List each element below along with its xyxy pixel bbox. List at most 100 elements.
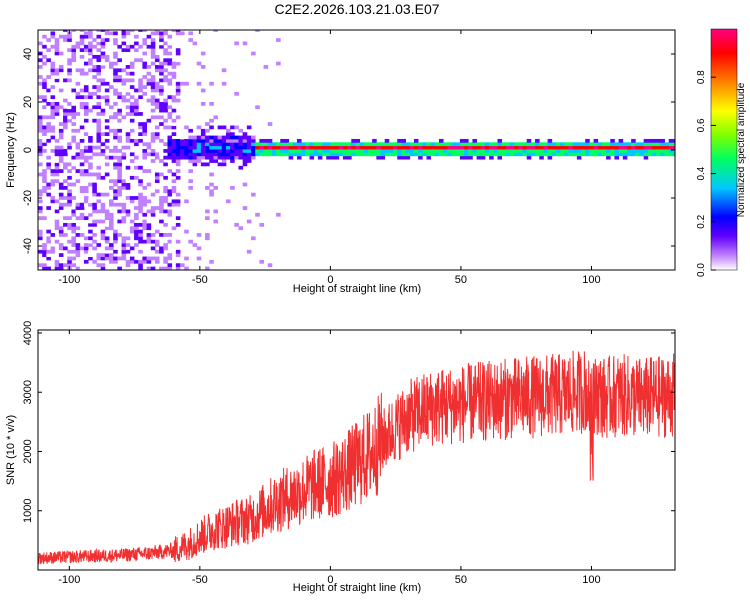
spectrogram-cell <box>526 149 532 153</box>
spectrogram-cell <box>317 152 323 157</box>
spectrogram-cell <box>618 138 624 143</box>
spectrogram-cell <box>96 71 102 76</box>
spectrogram-cell <box>225 138 231 143</box>
spectrogram-cell <box>355 152 361 157</box>
spectrogram-cell <box>614 145 620 150</box>
spectrogram-cell <box>188 239 193 244</box>
spectrogram-cell <box>121 41 127 46</box>
spectrogram-cell <box>159 122 164 126</box>
spectrogram-cell <box>100 256 106 261</box>
spectrogram-cell <box>96 88 102 93</box>
spectrogram-cell <box>351 145 356 150</box>
spectrogram-cell <box>501 152 507 157</box>
spectrogram-cell <box>67 142 72 147</box>
spectrogram-cell <box>79 186 85 190</box>
spectrogram-cell <box>129 138 135 143</box>
spectrogram-cell <box>88 132 93 136</box>
spectrogram-cell <box>63 34 68 39</box>
spectrogram-cell <box>606 152 611 157</box>
spectrogram-cell <box>242 132 248 136</box>
spectrogram-cell <box>188 155 193 160</box>
snr-y-tick-label: 3000 <box>22 380 34 404</box>
spectrogram-cell <box>58 128 64 133</box>
spectrogram-cell <box>175 159 181 163</box>
spectrogram-cell <box>660 149 665 153</box>
spectrogram-cell <box>355 138 361 143</box>
spectrogram-cell <box>92 209 97 214</box>
spectrogram-cell <box>113 135 118 140</box>
spectrogram-cell <box>142 219 148 224</box>
spectrogram-cell <box>631 145 636 150</box>
spectrogram-cell <box>88 199 93 204</box>
spectrogram-cell <box>100 91 106 96</box>
spectrogram-cell <box>138 209 143 214</box>
spectrogram-cell <box>146 182 152 187</box>
spectrogram-cell <box>163 246 168 251</box>
spectrogram-cell <box>50 31 56 36</box>
spectrogram-cell <box>213 30 219 32</box>
spectrogram-cell <box>96 132 102 136</box>
spectrogram-cell <box>113 155 118 160</box>
spectrogram-cell <box>418 142 423 147</box>
spectrogram-cell <box>397 152 402 157</box>
spectrogram-cell <box>104 30 110 32</box>
spectrogram-cell <box>63 108 68 113</box>
spectrogram-cell <box>234 155 239 160</box>
spectrogram-cell <box>601 152 607 157</box>
spectrogram-cell <box>88 162 93 167</box>
spectrogram-cell <box>58 88 64 93</box>
spectrogram-cell <box>171 98 177 103</box>
spectrogram-cell <box>526 145 532 150</box>
spectrogram-cell <box>83 155 89 160</box>
spectrogram-cell <box>188 128 193 133</box>
spectrogram-cell <box>430 149 436 153</box>
spectrogram-cell <box>225 152 231 157</box>
spectrogram-cell <box>63 216 68 220</box>
spectrogram-cell <box>209 102 214 106</box>
spectrogram-cell <box>71 128 76 133</box>
spectrogram-cell <box>309 152 315 157</box>
spectrogram-cell <box>163 266 168 270</box>
spectrogram-cell <box>246 125 252 130</box>
spectrogram-cell <box>142 155 148 160</box>
spectrogram-cell <box>163 189 168 194</box>
spectrogram-cell <box>134 226 139 231</box>
spectrogram-cell <box>75 249 81 254</box>
spectrogram-cell <box>109 202 114 207</box>
spectrogram-cell <box>305 145 310 150</box>
spectrogram-cell <box>121 81 127 86</box>
spectrogram-cell <box>138 236 143 241</box>
spectrogram-cell <box>171 145 177 150</box>
spectrogram-cell <box>42 44 47 49</box>
spectrogram-cell <box>121 186 127 190</box>
spectrogram-cell <box>614 155 620 160</box>
spectrogram-cell <box>159 88 164 93</box>
spectrogram-cell <box>50 102 56 106</box>
spectrogram-cell <box>276 149 281 153</box>
spectrogram-cell <box>626 152 632 157</box>
spectrogram-cell <box>497 142 503 147</box>
spectrogram-cell <box>71 115 76 120</box>
spectrogram-cell <box>150 233 156 237</box>
spectrogram-cell <box>83 202 89 207</box>
spectrogram-cell <box>359 149 365 153</box>
spectrogram-cell <box>92 65 97 69</box>
spectrogram-cell <box>610 142 615 147</box>
spectrogram-cell <box>167 266 173 270</box>
spectrogram-cell <box>83 222 89 227</box>
spectrogram-cell <box>92 202 97 207</box>
spectrogram-cell <box>175 145 181 150</box>
spectrogram-x-tick-label: -50 <box>192 274 208 286</box>
spectrogram-cell <box>200 226 206 231</box>
spectrogram-cell <box>631 152 636 157</box>
spectrogram-cell <box>138 30 143 32</box>
spectrogram-cell <box>58 169 64 173</box>
spectrogram-cell <box>238 149 244 153</box>
spectrogram-cell <box>167 51 173 56</box>
spectrogram-cell <box>434 142 440 147</box>
spectrogram-cell <box>251 135 256 140</box>
spectrogram-cell <box>393 142 398 147</box>
spectrogram-cell <box>63 152 68 157</box>
spectrogram-cell <box>271 152 277 157</box>
spectrogram-cell <box>138 88 143 93</box>
